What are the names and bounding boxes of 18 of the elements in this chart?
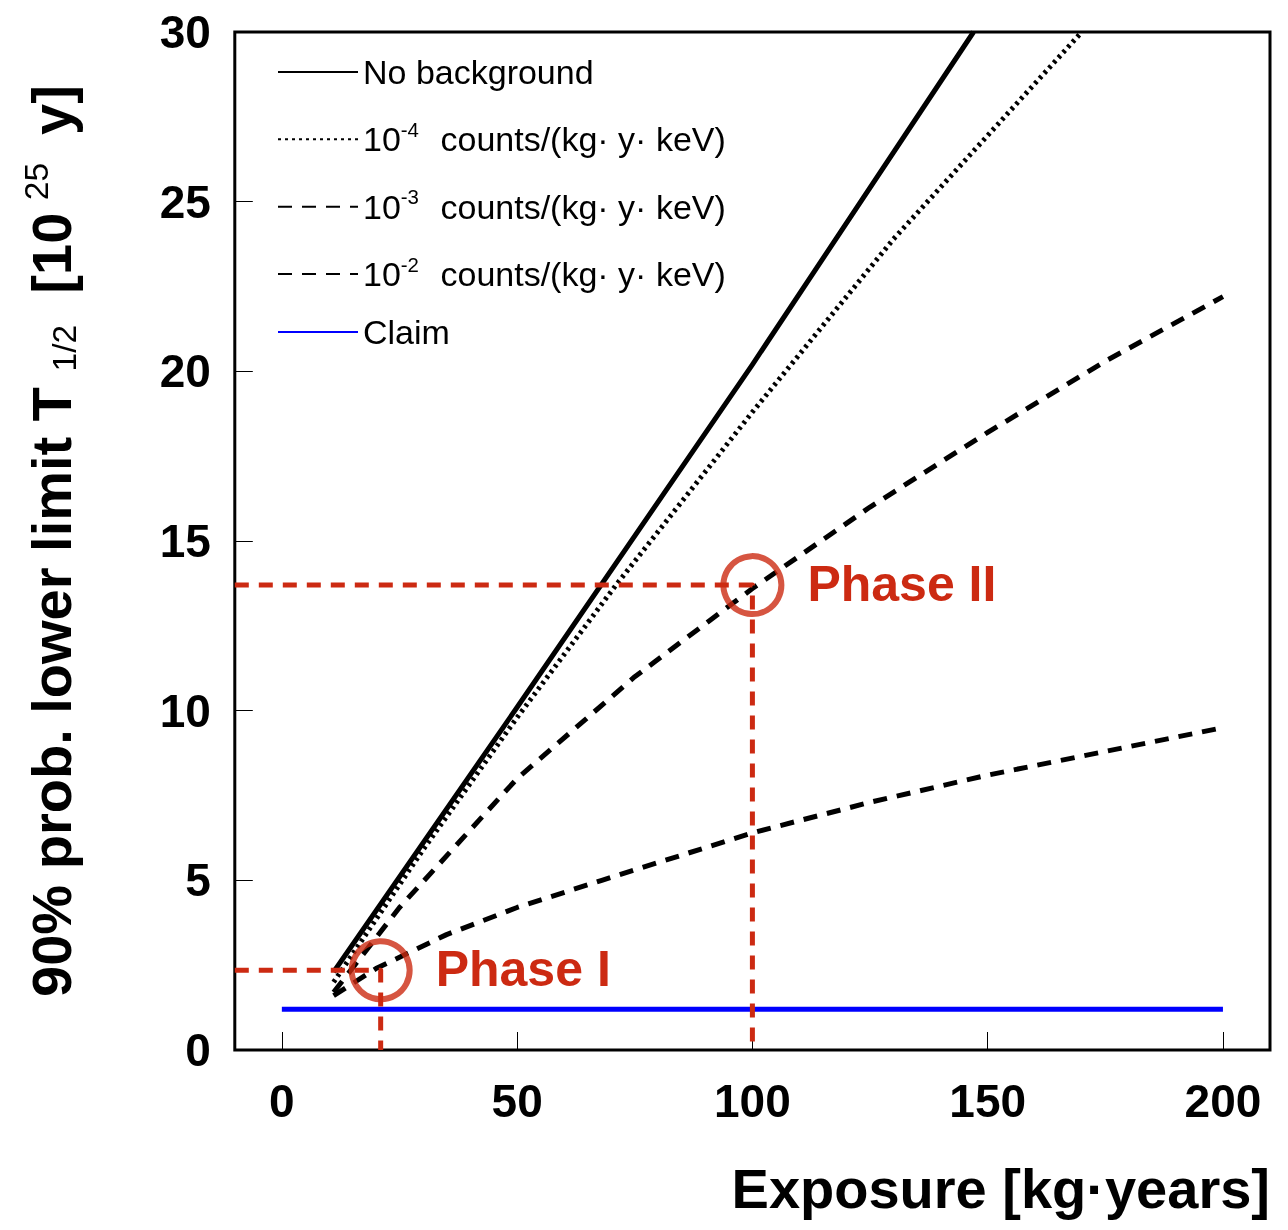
x-axis-title: Exposure [kg·years] [731, 1156, 1270, 1220]
y-tick-label: 30 [159, 6, 211, 58]
y-axis-title: 90% prob. lower limit T1/2 [1025 y] [17, 85, 83, 997]
legend-label: Claim [363, 313, 450, 352]
x-tick-label: 200 [1184, 1075, 1262, 1127]
x-tick-label: 50 [491, 1075, 543, 1127]
annotation: Phase II [807, 556, 997, 613]
legend-label: No background [363, 53, 594, 91]
y-tick-label: 15 [159, 515, 211, 567]
y-tick-label: 25 [159, 175, 211, 228]
x-tick-label: 150 [949, 1075, 1027, 1127]
y-tick-label: 10 [159, 684, 211, 737]
y-tick-label: 5 [185, 854, 211, 907]
annotation: Phase I [435, 941, 611, 998]
y-tick-label: 20 [159, 345, 211, 398]
y-tick-label: 0 [185, 1024, 211, 1076]
x-tick-label: 100 [714, 1075, 791, 1127]
x-tick-label: 0 [269, 1075, 295, 1127]
